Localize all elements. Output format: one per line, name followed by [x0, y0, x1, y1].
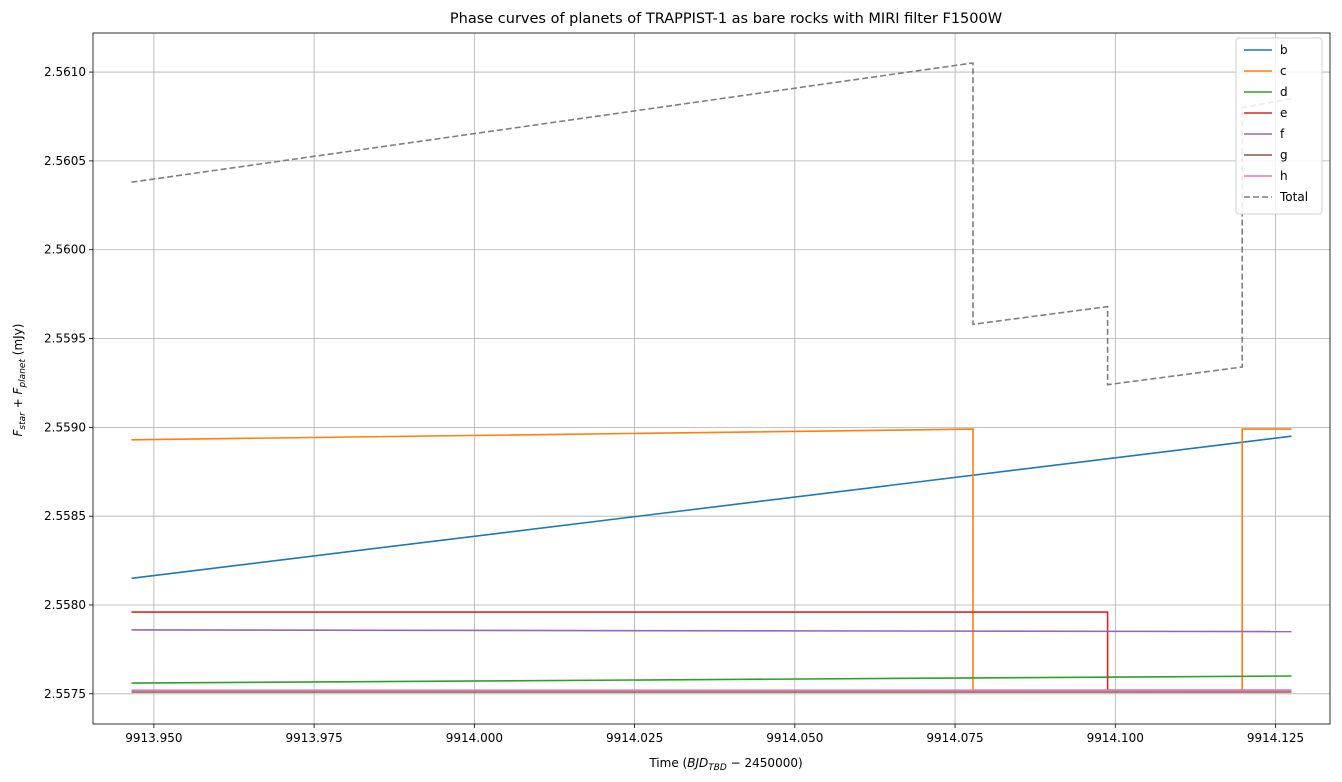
- series-line-d: [131, 675, 1292, 684]
- legend-box: [1235, 37, 1323, 215]
- x-axis-label-prefix: Time (: [648, 756, 687, 770]
- y-axis-label-s1: star: [18, 411, 28, 430]
- y-tick-label: 2.5610: [44, 65, 86, 79]
- x-axis-label-suffix: − 2450000): [727, 756, 803, 770]
- x-tick-label: 9914.000: [446, 731, 503, 745]
- legend-label-h: h: [1280, 169, 1288, 183]
- x-tick-label: 9914.050: [766, 731, 823, 745]
- legend-label-b: b: [1280, 43, 1288, 57]
- x-tick-label: 9913.950: [125, 731, 182, 745]
- chart-title: Phase curves of planets of TRAPPIST-1 as…: [450, 11, 1002, 27]
- y-axis-label-plus: +: [11, 394, 25, 412]
- y-axis-label-f1: F: [11, 428, 25, 436]
- x-axis-label-sub: TBD: [708, 763, 727, 773]
- y-tick-label: 2.5595: [44, 332, 86, 346]
- y-tick-label: 2.5575: [44, 687, 86, 701]
- x-tick-label: 9914.100: [1087, 731, 1144, 745]
- series-lines: [131, 62, 1292, 693]
- grid-lines: [93, 33, 1330, 724]
- x-axis-ticks: 9913.950 9913.975 9914.000 9914.025 9914.050…: [125, 724, 1304, 745]
- series-line-b: [131, 435, 1292, 580]
- y-axis-label-unit: (mJy): [11, 324, 25, 360]
- legend-label-total: Total: [1279, 190, 1308, 204]
- legend-label-f: f: [1280, 127, 1285, 141]
- x-axis-label: Time (BJDTBD − 2450000): [648, 756, 802, 773]
- x-tick-label: 9914.125: [1247, 731, 1304, 745]
- legend-label-g: g: [1280, 148, 1288, 162]
- y-tick-label: 2.5590: [44, 420, 86, 434]
- plot-frame: [92, 32, 1331, 725]
- series-line-f: [131, 629, 1292, 633]
- x-tick-label: 9913.975: [285, 731, 342, 745]
- x-tick-label: 9914.075: [926, 731, 983, 745]
- y-tick-label: 2.5605: [44, 154, 86, 168]
- y-tick-label: 2.5580: [44, 598, 86, 612]
- y-axis-label-f2: F: [11, 386, 25, 394]
- legend-label-d: d: [1280, 85, 1288, 99]
- legend-label-c: c: [1280, 64, 1287, 78]
- x-axis-label-var: BJD: [687, 756, 708, 770]
- y-tick-label: 2.5585: [44, 509, 86, 523]
- legend-label-e: e: [1280, 106, 1287, 120]
- y-tick-label: 2.5600: [44, 243, 86, 257]
- y-axis-label-s2: planet: [18, 359, 28, 389]
- y-axis-ticks: 2.5575 2.5580 2.5585 2.5590 2.5595 2.5600 2.56…: [44, 65, 93, 701]
- y-axis-label: Fstar + Fplanet (mJy): [11, 324, 28, 437]
- x-tick-label: 9914.025: [606, 731, 663, 745]
